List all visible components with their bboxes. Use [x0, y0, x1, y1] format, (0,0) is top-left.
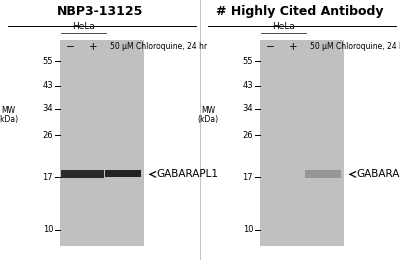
- Text: 55: 55: [243, 57, 253, 66]
- Text: 50 μM Chloroquine, 24 hr: 50 μM Chloroquine, 24 hr: [310, 42, 400, 51]
- Bar: [61, 171, 104, 178]
- Text: # Highly Cited Antibody: # Highly Cited Antibody: [216, 5, 384, 18]
- Text: MW: MW: [201, 106, 215, 115]
- Text: 26: 26: [242, 131, 253, 140]
- Text: HeLa: HeLa: [272, 22, 295, 31]
- Text: HeLa: HeLa: [72, 22, 95, 31]
- Text: 34: 34: [242, 104, 253, 113]
- Text: GABARAPL1: GABARAPL1: [156, 169, 218, 179]
- Text: (kDa): (kDa): [198, 115, 218, 124]
- Text: +: +: [289, 42, 298, 52]
- Text: 17: 17: [42, 173, 53, 182]
- Text: 43: 43: [242, 81, 253, 90]
- Text: 34: 34: [42, 104, 53, 113]
- Text: 26: 26: [42, 131, 53, 140]
- Text: 50 μM Chloroquine, 24 hr: 50 μM Chloroquine, 24 hr: [110, 42, 208, 51]
- Text: 55: 55: [43, 57, 53, 66]
- Text: −: −: [266, 42, 274, 52]
- Text: 10: 10: [243, 225, 253, 234]
- Text: 10: 10: [43, 225, 53, 234]
- Text: +: +: [89, 42, 98, 52]
- Text: NBP3-13125: NBP3-13125: [57, 5, 143, 18]
- Bar: [104, 170, 141, 177]
- Text: 17: 17: [242, 173, 253, 182]
- Bar: [60, 40, 144, 246]
- Text: −: −: [66, 42, 74, 52]
- Bar: [304, 171, 341, 178]
- Text: 43: 43: [42, 81, 53, 90]
- Bar: [260, 40, 344, 246]
- Text: MW: MW: [1, 106, 15, 115]
- Text: (kDa): (kDa): [0, 115, 18, 124]
- Text: GABARAPL1: GABARAPL1: [356, 169, 400, 179]
